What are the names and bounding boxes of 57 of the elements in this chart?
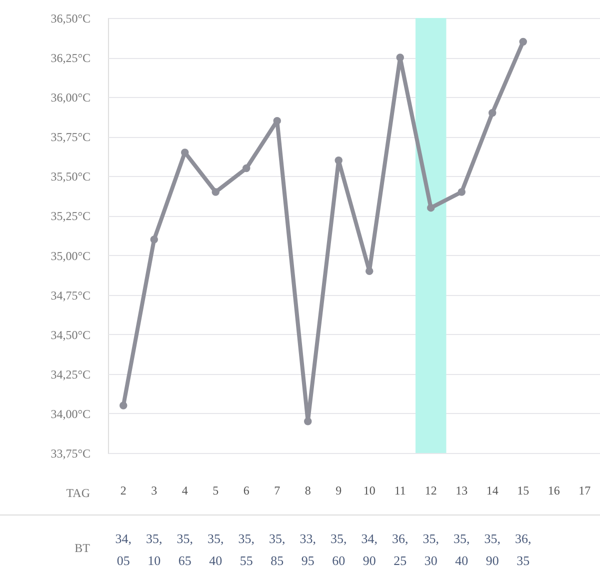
point bbox=[304, 418, 312, 426]
data-label: 35,40 bbox=[454, 531, 470, 568]
y-tick-label: 36,00°C bbox=[50, 90, 90, 105]
data-label: 36,25 bbox=[392, 531, 408, 568]
x-tick-label: 17 bbox=[578, 484, 591, 498]
x-tick-label: 15 bbox=[517, 484, 530, 498]
data-label: 35,85 bbox=[269, 531, 286, 568]
data-label: 33,95 bbox=[300, 531, 316, 568]
y-tick-label: 35,75°C bbox=[50, 130, 90, 144]
x-tick-label: 2 bbox=[120, 484, 126, 498]
point bbox=[396, 54, 404, 62]
point bbox=[150, 236, 158, 244]
x-tick-label: 6 bbox=[243, 484, 250, 498]
data-label: 35,90 bbox=[484, 531, 500, 568]
x-tick-label: 3 bbox=[151, 484, 158, 498]
y-tick-label: 33,75°C bbox=[50, 446, 90, 460]
y-tick-label: 34,50°C bbox=[50, 328, 90, 342]
y-tick-label: 35,50°C bbox=[50, 170, 90, 184]
data-label: 35,40 bbox=[208, 531, 224, 568]
x-tick-label: 12 bbox=[424, 484, 437, 498]
point bbox=[488, 109, 496, 117]
point bbox=[366, 267, 374, 275]
x-tick-label: 16 bbox=[548, 484, 560, 498]
point bbox=[212, 188, 220, 196]
data-label: 36,35 bbox=[515, 531, 532, 568]
data-label: 35,60 bbox=[330, 531, 347, 568]
text: BT bbox=[74, 541, 91, 555]
x-tick-label: 10 bbox=[363, 484, 376, 498]
data-label: 35,30 bbox=[422, 531, 439, 568]
point bbox=[458, 188, 466, 196]
y-tick-label: 35,25°C bbox=[50, 209, 90, 224]
y-tick-label: 34,00°C bbox=[50, 406, 90, 421]
x-tick-label: 11 bbox=[394, 484, 406, 498]
y-tick-label: 34,75°C bbox=[50, 288, 90, 302]
x-tick-label: 4 bbox=[182, 484, 188, 498]
point bbox=[242, 164, 250, 172]
data-label: 35,10 bbox=[146, 531, 162, 568]
data-label: 34,05 bbox=[115, 531, 132, 568]
y-tick-label: 34,25°C bbox=[50, 367, 90, 382]
point bbox=[120, 402, 128, 410]
x-tick-label: 7 bbox=[274, 484, 280, 498]
y-tick-label: 36,25°C bbox=[50, 51, 90, 66]
point bbox=[334, 156, 342, 164]
y-tick-label: 36,50°C bbox=[50, 12, 90, 26]
point bbox=[273, 116, 281, 125]
data-label: 35,65 bbox=[176, 531, 193, 568]
point bbox=[427, 204, 435, 212]
x-tick-label: 14 bbox=[486, 484, 498, 498]
x-tick-label: 5 bbox=[212, 484, 219, 498]
x-axis-title: TAG bbox=[66, 486, 90, 500]
data-label: 35,55 bbox=[238, 531, 254, 568]
x-tick-label: 13 bbox=[456, 484, 468, 498]
point bbox=[519, 38, 527, 46]
x-tick-label: 8 bbox=[304, 484, 311, 498]
data-label: 34,90 bbox=[361, 531, 378, 568]
x-tick-label: 9 bbox=[336, 484, 342, 498]
y-tick-label: 35,00°C bbox=[50, 248, 90, 263]
